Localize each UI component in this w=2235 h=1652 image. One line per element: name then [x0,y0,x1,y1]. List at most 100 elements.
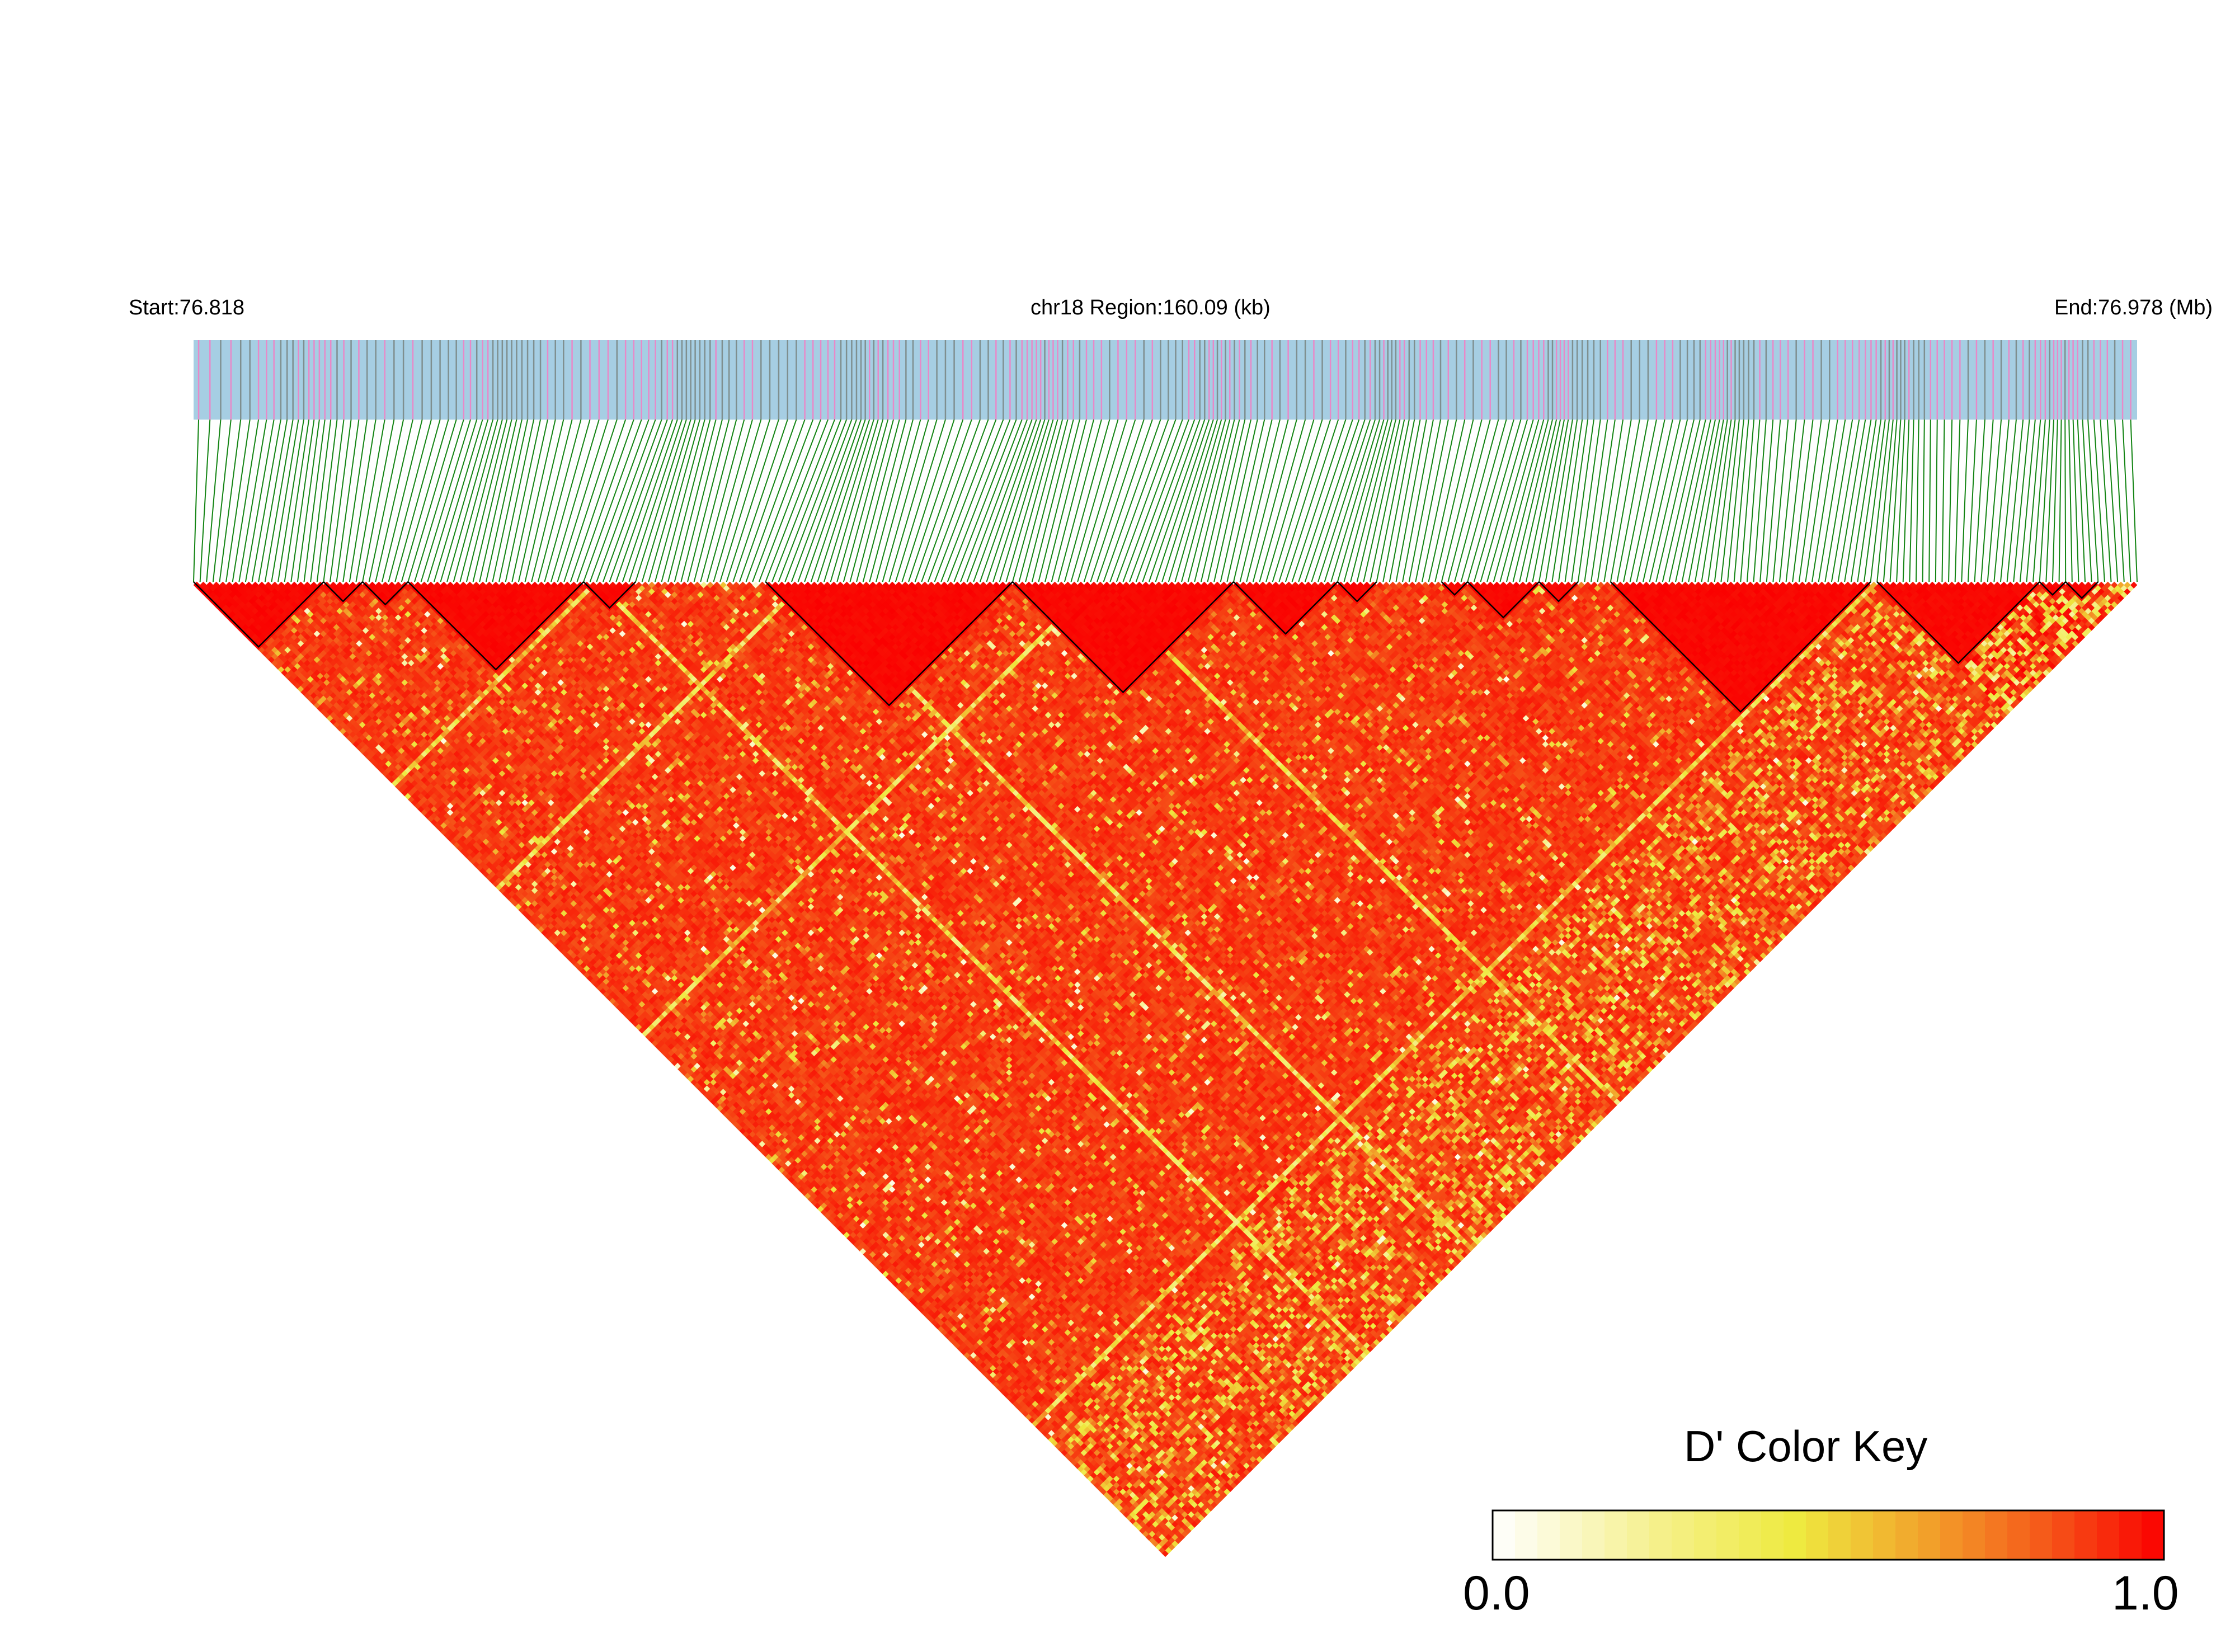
marker-connector [258,419,288,582]
marker-connector [407,419,457,582]
marker-connector [1707,419,1732,582]
marker-connector [1551,419,1578,582]
marker-connector [901,419,955,582]
marker-connector [485,419,523,582]
marker-connector [2077,419,2086,582]
marker-connector [1382,419,1415,582]
marker-connector [1031,419,1074,582]
marker-connector [1389,419,1421,582]
marker-connector [1181,419,1226,582]
marker-connector [622,419,678,582]
marker-connector [2013,419,2030,582]
marker-connector [2000,419,2017,582]
marker-connector [2032,419,2046,582]
marker-connector [862,419,907,582]
ld-cell [973,1361,981,1369]
marker-connector [1974,419,1985,582]
ld-cell [888,1277,896,1284]
marker-connector [1512,419,1553,582]
ld-cell [811,1199,818,1206]
marker-connector [895,419,946,582]
marker-connector [1818,419,1846,582]
marker-connector [693,419,737,582]
marker-connector [609,419,668,582]
marker-connector [934,419,997,582]
marker-connector [1109,419,1169,582]
marker-connector [1850,419,1877,582]
marker-connector [1460,419,1507,582]
marker-connector [394,419,441,582]
marker-connector [1350,419,1392,582]
ld-heatmap [193,581,2138,1557]
marker-connector [1239,419,1281,582]
marker-connector [1688,419,1720,582]
ld-cell [1012,1400,1019,1408]
marker-connector [219,419,242,582]
marker-connector [1337,419,1385,582]
marker-connector [876,419,921,582]
marker-connector [1149,419,1206,582]
marker-connector [953,419,1017,582]
marker-connector [2100,419,2112,582]
marker-connector [986,419,1042,582]
marker-connector [1155,419,1210,582]
marker-connector [908,419,964,582]
marker-connector [1753,419,1767,582]
marker-connector [290,419,315,582]
marker-connector [960,419,1023,582]
marker-connector [349,419,377,582]
ld-cell [1057,1446,1065,1453]
ld-cell [1103,1491,1111,1499]
marker-connector [1311,419,1366,582]
marker-connector [225,419,251,582]
marker-connector [1675,419,1711,582]
end-label: End:76.978 (Mb) [2054,296,2213,319]
marker-connector [1987,419,2002,582]
marker-connector [2106,419,2119,582]
marker-connector [375,419,413,582]
marker-connector [316,419,338,582]
marker-connector [882,419,929,582]
ld-cell [918,1306,925,1314]
marker-connector [199,419,211,582]
ld-cell [1142,1530,1150,1538]
marker-connector [648,419,696,582]
marker-connector [310,419,332,582]
marker-connector [1792,419,1814,582]
marker-connector [2058,419,2062,582]
marker-connector [1538,419,1569,582]
marker-connector [498,419,535,582]
marker-connector [1857,419,1882,582]
marker-connector [1011,419,1058,582]
marker-connector [1591,419,1616,582]
marker-connector [2122,419,2132,582]
ld-cell [304,692,311,699]
marker-connector [1941,419,1945,582]
marker-connector [583,419,642,582]
marker-connector [1070,419,1119,582]
marker-connector [232,419,260,582]
marker-connector [700,419,745,582]
marker-connector [1532,419,1565,582]
marker-connector [791,419,853,582]
marker-connector [1051,419,1094,582]
marker-connector [1824,419,1853,582]
marker-connector [1558,419,1583,582]
marker-connector [1831,419,1860,582]
marker-connector [1844,419,1872,582]
marker-connector [628,419,683,582]
marker-connector [1454,419,1499,582]
marker-connector [2130,419,2138,582]
marker-connector [1291,419,1347,582]
marker-connector [1408,419,1441,582]
marker-connector [1077,419,1127,582]
marker-connector [1909,419,1914,582]
ld-cell [856,1244,864,1252]
marker-connector [576,419,634,582]
marker-connector [531,419,573,582]
ld-cell [765,1154,773,1161]
marker-connector [1727,419,1744,582]
marker-connector [1525,419,1561,582]
marker-connector [1766,419,1781,582]
ld-cell [1074,1462,1081,1470]
